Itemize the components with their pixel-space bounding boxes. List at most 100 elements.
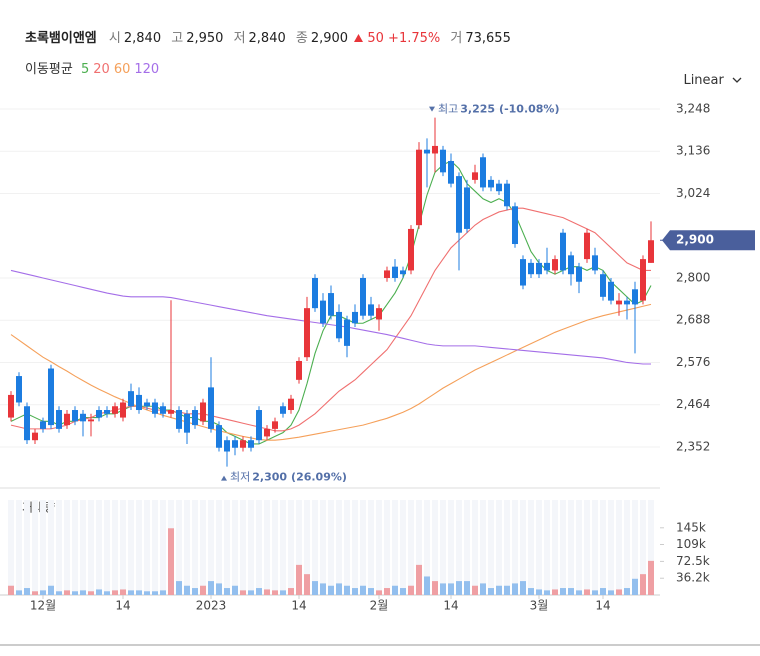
volume-tick-label: 145k xyxy=(676,520,706,534)
volume-bar xyxy=(568,588,574,595)
volume-tick-label: 72.5k xyxy=(676,554,710,568)
volume-bar xyxy=(472,585,478,595)
volume-bar xyxy=(624,588,630,595)
ma-legend-title: 이동평균 xyxy=(25,62,73,77)
candle-body xyxy=(160,406,166,414)
volume-value: 73,655 xyxy=(465,31,511,46)
volume-bar xyxy=(592,590,598,595)
x-tick-label: 2월 xyxy=(370,599,389,613)
volume-bar xyxy=(280,590,286,595)
scale-selector[interactable]: Linear xyxy=(683,73,742,88)
volume-bar xyxy=(336,583,342,595)
candle-body xyxy=(376,308,382,320)
volume-bar xyxy=(448,583,454,595)
volume-bar xyxy=(352,588,358,595)
candle-body xyxy=(184,413,190,433)
volume-bar xyxy=(272,590,278,595)
candle-body xyxy=(40,421,46,429)
volume-bar xyxy=(512,583,518,595)
volume-bar xyxy=(432,581,438,595)
volume-bar xyxy=(408,585,414,595)
volume-bar xyxy=(48,585,54,595)
last-price-label: 2,900 xyxy=(676,233,714,247)
candle-body xyxy=(560,232,566,271)
candle-body xyxy=(592,255,598,271)
candle-body xyxy=(8,394,14,418)
candle-body xyxy=(24,406,30,441)
candle-body xyxy=(216,425,222,448)
volume-bar xyxy=(88,591,94,595)
quote-value: 2,840 xyxy=(123,31,162,46)
legend-entry: 60 xyxy=(113,62,131,77)
candle-body xyxy=(544,262,550,271)
quote-label: 종 xyxy=(295,31,308,46)
quote-value: 2,900 xyxy=(310,31,349,46)
candle-body xyxy=(632,289,638,305)
ma-line xyxy=(10,269,651,365)
annotation-value: 2,300 xyxy=(252,471,287,484)
volume-bar xyxy=(640,574,646,595)
volume-bar xyxy=(144,591,150,595)
candle-body xyxy=(608,281,614,301)
volume-bar xyxy=(184,585,190,595)
candle-body xyxy=(264,428,270,437)
candle-body xyxy=(520,259,526,286)
volume-tick-label: 36.2k xyxy=(676,571,710,585)
x-tick-label: 12월 xyxy=(30,599,56,613)
candle-body xyxy=(96,410,102,418)
candle-body xyxy=(416,149,422,226)
candle-body xyxy=(576,266,582,282)
candle-body xyxy=(424,149,430,154)
last-price-tag xyxy=(662,230,755,251)
quote-value: 2,840 xyxy=(248,31,286,46)
candle-body xyxy=(64,413,70,426)
candle-body xyxy=(392,266,398,278)
volume-bar xyxy=(72,591,78,595)
quote-header: 초록뱀이앤엠 시 2,840 고 2,950 저 2,840 종 2,900 50 +1… xyxy=(25,27,517,46)
volume-bar xyxy=(544,590,550,595)
volume-bar xyxy=(528,588,534,595)
volume-bar xyxy=(128,590,134,595)
candle-body xyxy=(456,176,462,233)
scale-label[interactable]: Linear xyxy=(683,73,724,88)
annotation-label: 최고 xyxy=(438,103,458,116)
candle-body xyxy=(16,376,22,403)
candle-body xyxy=(408,228,414,271)
volume-bar xyxy=(464,581,470,595)
volume-bar xyxy=(64,590,70,595)
candle-body xyxy=(256,410,262,441)
chevron xyxy=(732,77,742,83)
volume-label: 거 xyxy=(450,31,463,46)
x-tick-label: 2023 xyxy=(196,599,227,613)
volume-bar xyxy=(288,588,294,595)
change: 50 xyxy=(367,31,384,46)
volume-bar xyxy=(496,585,502,595)
candle-body xyxy=(224,440,230,452)
volume-bar xyxy=(216,583,222,595)
quote-label: 저 xyxy=(233,31,246,46)
volume-bar xyxy=(376,590,382,595)
y-tick-label: 2,352 xyxy=(676,439,710,453)
volume-bar xyxy=(168,528,174,595)
y-tick-label: 2,800 xyxy=(676,270,710,284)
volume-bar xyxy=(208,581,214,595)
candle-body xyxy=(336,311,342,339)
volume-bar xyxy=(24,588,30,595)
candle-body xyxy=(624,300,630,305)
candle-body xyxy=(168,410,174,414)
volume-bar xyxy=(392,585,398,595)
stock-name: 초록뱀이앤엠 xyxy=(25,31,97,46)
candle-body xyxy=(208,387,214,429)
volume-bar xyxy=(440,583,446,595)
volume-bar xyxy=(8,585,14,595)
volume-bar xyxy=(312,581,318,595)
candle-body xyxy=(112,406,118,414)
volume-bar xyxy=(264,589,270,595)
candle-body xyxy=(288,398,294,411)
annotation-change: (26.09%) xyxy=(291,471,347,484)
x-tick-label: 14 xyxy=(443,599,458,613)
candle-body xyxy=(360,277,366,316)
annotation-label: 최저 xyxy=(230,471,250,484)
candle-body xyxy=(328,293,334,316)
